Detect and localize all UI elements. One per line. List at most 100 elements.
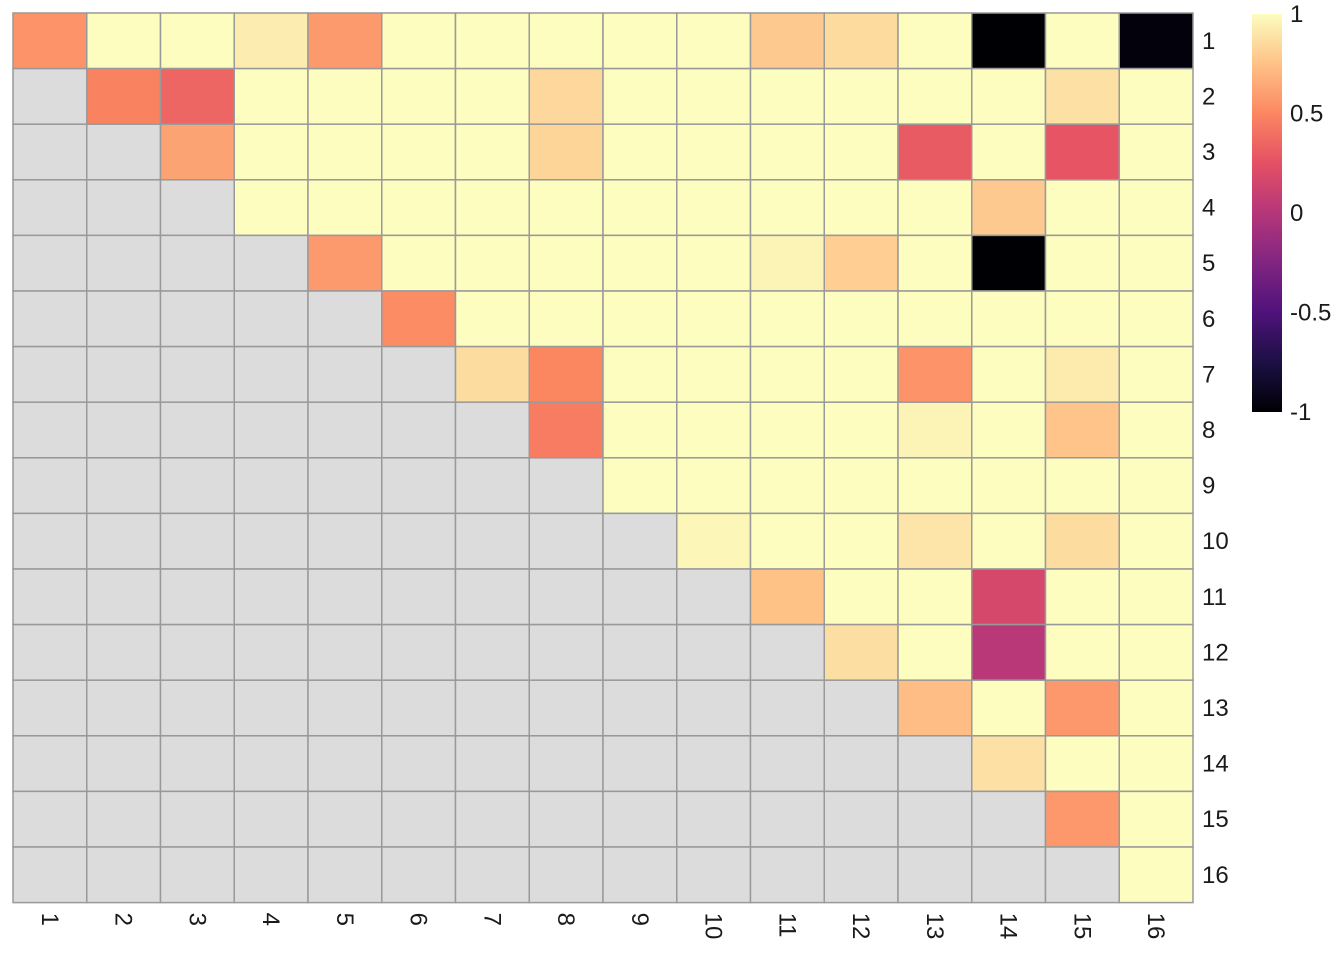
heatmap-cell — [1118, 790, 1194, 848]
heatmap-cell-empty — [86, 123, 162, 181]
heatmap-cell — [307, 12, 383, 70]
heatmap-cell — [823, 512, 899, 570]
heatmap-cell — [602, 67, 678, 125]
heatmap-cell — [823, 568, 899, 626]
heatmap-cell — [971, 123, 1047, 181]
heatmap-cell-empty — [676, 846, 752, 904]
row-tick-label: 8 — [1202, 417, 1215, 444]
column-tick-label: 2 — [110, 913, 137, 926]
heatmap-cell — [749, 234, 825, 292]
column-tick-label: 1 — [36, 913, 63, 926]
heatmap-cell-empty — [159, 290, 235, 348]
row-tick-label: 10 — [1202, 528, 1229, 555]
heatmap-cell — [159, 67, 235, 125]
heatmap-cell — [971, 735, 1047, 793]
heatmap-cell-empty — [602, 846, 678, 904]
heatmap-cell-empty — [528, 790, 604, 848]
heatmap-cell — [1044, 457, 1120, 515]
heatmap-cell-empty — [307, 345, 383, 403]
heatmap-cell-empty — [307, 623, 383, 681]
heatmap-cell — [381, 123, 457, 181]
heatmap-cell — [749, 457, 825, 515]
heatmap-cell — [971, 345, 1047, 403]
heatmap-cell — [1118, 623, 1194, 681]
heatmap-cell — [1044, 512, 1120, 570]
row-tick-label: 6 — [1202, 306, 1215, 333]
heatmap-cell-empty — [12, 123, 88, 181]
legend-colorbar — [1252, 14, 1282, 412]
heatmap-cell-empty — [233, 234, 309, 292]
heatmap-cell — [676, 123, 752, 181]
heatmap-cell-empty — [307, 846, 383, 904]
heatmap-cell — [1118, 401, 1194, 459]
heatmap-cell — [1044, 735, 1120, 793]
heatmap-cell — [454, 234, 530, 292]
heatmap-cell-empty — [86, 568, 162, 626]
heatmap-cell — [676, 12, 752, 70]
heatmap-cell-empty — [676, 735, 752, 793]
heatmap-cell-empty — [86, 735, 162, 793]
heatmap-cell-empty — [1044, 846, 1120, 904]
heatmap-cell — [897, 123, 973, 181]
heatmap-cell — [971, 179, 1047, 237]
row-tick-label: 5 — [1202, 250, 1215, 277]
column-tick-label: 3 — [183, 913, 210, 926]
heatmap-cell — [1044, 568, 1120, 626]
heatmap-cell-empty — [823, 735, 899, 793]
heatmap-cell — [749, 179, 825, 237]
heatmap-cell — [897, 67, 973, 125]
heatmap-cell — [676, 512, 752, 570]
heatmap-cell-empty — [454, 790, 530, 848]
legend-tick-label: 1 — [1290, 1, 1303, 28]
row-tick-label: 12 — [1202, 639, 1229, 666]
heatmap-cell-empty — [12, 401, 88, 459]
row-tick-label: 15 — [1202, 806, 1229, 833]
heatmap-cell-empty — [233, 345, 309, 403]
heatmap-cell — [602, 401, 678, 459]
heatmap-cell — [897, 345, 973, 403]
heatmap-cell — [233, 12, 309, 70]
heatmap-cell — [897, 12, 973, 70]
heatmap-cell-empty — [12, 290, 88, 348]
heatmap-cell-empty — [307, 568, 383, 626]
heatmap-cell — [602, 290, 678, 348]
heatmap-cell-empty — [749, 790, 825, 848]
heatmap-cell — [602, 12, 678, 70]
heatmap-cell — [1044, 12, 1120, 70]
heatmap-cell-empty — [676, 623, 752, 681]
heatmap-cell — [676, 345, 752, 403]
heatmap-cell — [897, 679, 973, 737]
heatmap-cell — [823, 123, 899, 181]
heatmap-cell — [1044, 401, 1120, 459]
heatmap-cell — [233, 67, 309, 125]
heatmap-cell — [602, 123, 678, 181]
color-legend: 1 0.5 0 -0.5 -1 — [1252, 1, 1331, 426]
heatmap-cell — [602, 179, 678, 237]
heatmap-cell-empty — [602, 623, 678, 681]
heatmap-cell — [971, 568, 1047, 626]
heatmap-cell-empty — [528, 623, 604, 681]
heatmap-cell — [971, 401, 1047, 459]
row-tick-label: 7 — [1202, 361, 1215, 388]
heatmap-cell — [823, 179, 899, 237]
heatmap-cell — [749, 290, 825, 348]
legend-tick-label: -1 — [1290, 399, 1311, 426]
heatmap-cell-empty — [454, 401, 530, 459]
heatmap-cell — [823, 345, 899, 403]
heatmap-cell — [1118, 735, 1194, 793]
heatmap-cell — [1118, 846, 1194, 904]
heatmap-cell-empty — [86, 457, 162, 515]
heatmap-cell — [1044, 623, 1120, 681]
heatmap-cell-empty — [307, 457, 383, 515]
heatmap-cell — [307, 234, 383, 292]
heatmap-cell-empty — [381, 735, 457, 793]
heatmap-cell — [1044, 345, 1120, 403]
heatmap-cell — [971, 623, 1047, 681]
heatmap-cell — [823, 67, 899, 125]
heatmap-cell — [454, 123, 530, 181]
heatmap-cell-empty — [86, 179, 162, 237]
heatmap-cell — [823, 401, 899, 459]
heatmap-cell-empty — [971, 846, 1047, 904]
heatmap-cell — [676, 401, 752, 459]
